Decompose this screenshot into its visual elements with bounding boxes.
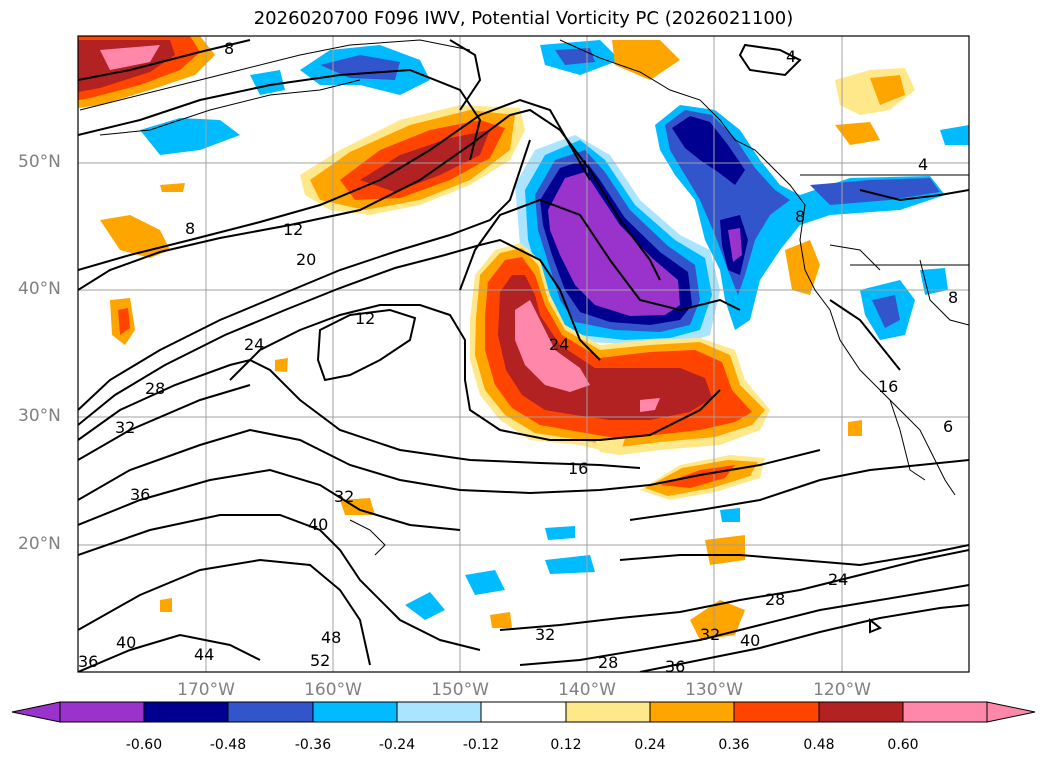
contour-label: 32: [700, 625, 720, 644]
contour-label: 28: [145, 379, 165, 398]
pv-negative-coast: [655, 105, 948, 340]
contour-label: 8: [948, 288, 958, 307]
contour-label: 32: [115, 418, 135, 437]
pv-small-patches: [100, 40, 969, 640]
colorbar-tick-label: 0.48: [803, 737, 835, 753]
colorbar: [11, 701, 1036, 723]
colorbar-tick-label: 0.60: [887, 737, 919, 753]
colorbar-tick-label: -0.60: [125, 737, 163, 753]
lon-label: 170°W: [177, 680, 235, 700]
contour-label: 28: [765, 590, 785, 609]
contour-label: 8: [224, 39, 234, 58]
contour-label: 4: [918, 155, 928, 174]
contour-label: 40: [308, 515, 328, 534]
lon-label: 120°W: [813, 680, 871, 700]
colorbar-tick-label: 0.36: [718, 737, 750, 753]
lon-label: 160°W: [304, 680, 362, 700]
contour-label: 12: [355, 309, 375, 328]
contour-label: 40: [740, 631, 760, 650]
lon-label: 150°W: [431, 680, 489, 700]
contour-label: 12: [283, 220, 303, 239]
lat-label: 20°N: [18, 534, 61, 554]
contour-label: 44: [194, 645, 214, 664]
colorbar-extend-max: [986, 701, 1036, 723]
contour-label: 24: [549, 335, 569, 354]
colorbar-tick-label: -0.36: [294, 737, 332, 753]
colorbar-tick-label: 0.12: [550, 737, 582, 753]
contour-label: 20: [296, 250, 316, 269]
contour-label: 8: [185, 219, 195, 238]
contour-label: 4: [786, 47, 796, 66]
map-title: 2026020700 F096 IWV, Potential Vorticity…: [253, 8, 794, 29]
map-border: [77, 35, 970, 673]
contour-label: 52: [310, 651, 330, 670]
pv-positive-ridge: [470, 243, 770, 455]
coastlines: [79, 39, 969, 556]
contour-label: 28: [598, 653, 618, 672]
contour-label: 36: [665, 657, 685, 676]
lat-label: 30°N: [18, 406, 61, 426]
lat-label: 40°N: [18, 279, 61, 299]
colorbar-tick-label: 0.24: [634, 737, 666, 753]
contour-label: 40: [116, 633, 136, 652]
colorbar-tick-label: -0.24: [378, 737, 416, 753]
lat-label: 50°N: [18, 152, 61, 172]
colorbar-extend-min: [11, 701, 61, 723]
pv-negative-trough: [515, 135, 720, 345]
contour-label: 36: [130, 485, 150, 504]
contour-label: 32: [334, 487, 354, 506]
iwv-contours: [78, 39, 969, 672]
colorbar-tick-label: -0.48: [209, 737, 247, 753]
contour-label: 8: [795, 207, 805, 226]
lon-label: 130°W: [685, 680, 743, 700]
contour-label: 6: [943, 417, 953, 436]
lon-label: 140°W: [558, 680, 616, 700]
contour-label: 36: [78, 652, 98, 671]
contour-label: 16: [878, 377, 898, 396]
contour-label: 24: [828, 570, 848, 589]
contour-label: 32: [535, 625, 555, 644]
contour-label: 16: [568, 459, 588, 478]
graticule: [78, 36, 969, 672]
contour-label: 48: [321, 628, 341, 647]
colorbar-tick-label: -0.12: [462, 737, 500, 753]
contour-label-layer: 8 8 12 20 24 28 32 36 40 32 12 24 16 24 …: [78, 39, 958, 676]
contour-label: 24: [244, 335, 264, 354]
